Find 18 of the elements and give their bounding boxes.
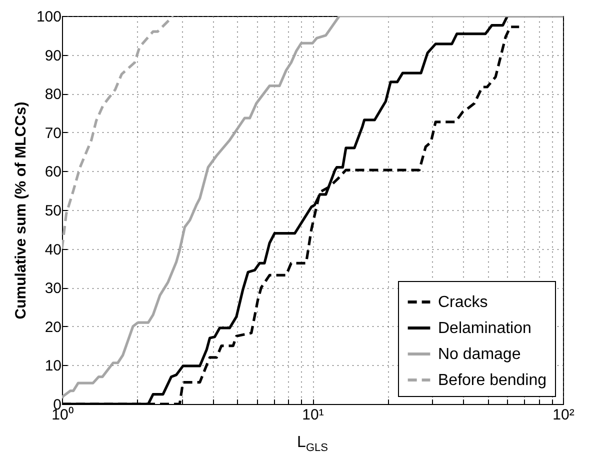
- y-tick-label: 70: [44, 124, 62, 142]
- y-tick-label: 100: [36, 8, 62, 26]
- y-axis-title: Cumulative sum (% of MLCCs): [12, 102, 30, 320]
- y-tick-label: 50: [44, 202, 62, 220]
- y-tick-label: 10: [44, 358, 62, 375]
- legend-label: Before bending: [438, 372, 547, 389]
- x-axis-title: L$_{GLS}$: [297, 434, 328, 454]
- y-tick-label: 30: [44, 280, 62, 298]
- legend-label: Cracks: [438, 294, 488, 311]
- x-tick-label: 10²: [552, 406, 574, 424]
- legend-label: Delamination: [438, 320, 532, 337]
- y-tick-label: 20: [44, 318, 62, 336]
- x-tick-label: 10¹: [302, 406, 324, 424]
- y-tick-label: 80: [44, 86, 62, 104]
- y-tick-label: 90: [44, 47, 62, 64]
- y-tick-label: 60: [44, 164, 62, 181]
- y-tick-label: 40: [44, 241, 62, 258]
- legend-label: No damage: [438, 346, 521, 363]
